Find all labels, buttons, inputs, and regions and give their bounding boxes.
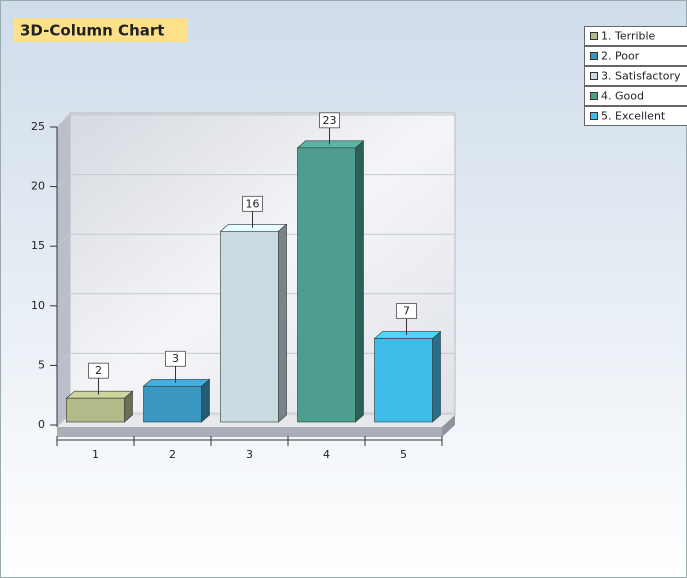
grid-line [56, 114, 71, 128]
bar-top [373, 331, 442, 339]
bar-front [374, 338, 433, 423]
bar-side [432, 330, 441, 423]
label-box [396, 303, 417, 319]
bar-side [278, 223, 287, 423]
floor-edge [57, 427, 442, 437]
legend-swatch [590, 52, 598, 60]
label-box [88, 362, 109, 379]
grid-line [56, 353, 71, 366]
label-box [165, 350, 186, 367]
data-label: 2 [95, 364, 102, 377]
y-tick-label: 0 [38, 418, 45, 431]
label-box [319, 112, 340, 129]
legend-item [584, 66, 687, 86]
legend-swatch [590, 112, 598, 120]
bar-top [296, 140, 365, 149]
grid-line [56, 293, 71, 307]
y-tick-label: 15 [31, 239, 45, 252]
bar-top [219, 223, 288, 232]
bar [65, 390, 134, 423]
x-tick-label: 5 [400, 448, 407, 461]
bar [373, 330, 442, 423]
y-tick-label: 10 [31, 299, 45, 312]
x-tick-label: 2 [169, 448, 176, 461]
bar-front [66, 397, 125, 423]
legend-label: 5. Excellent [601, 110, 666, 123]
bar [296, 140, 365, 423]
bar [142, 378, 211, 423]
y-tick-label: 20 [31, 180, 45, 193]
bar-side [355, 140, 364, 423]
legend-item [584, 86, 687, 106]
legend-item [584, 106, 687, 126]
y-tick-label: 25 [31, 120, 45, 133]
legend-swatch [590, 32, 598, 40]
side-wall [57, 113, 70, 427]
data-label: 3 [172, 352, 179, 365]
label-box [242, 195, 263, 212]
title-box [14, 18, 188, 42]
chart-title: 3D-Column Chart [20, 22, 164, 40]
data-label: 16 [246, 197, 260, 210]
bar-front [143, 385, 202, 423]
legend-label: 4. Good [601, 90, 644, 103]
bar-top [65, 390, 134, 399]
y-tick-label: 5 [38, 358, 45, 371]
floor-side [442, 415, 455, 437]
x-tick-label: 1 [92, 448, 99, 461]
legend-swatch [590, 92, 598, 100]
legend-item [584, 46, 687, 66]
bar-front [220, 230, 279, 423]
legend-label: 1. Terrible [601, 30, 656, 43]
grid-line [56, 174, 71, 187]
legend-item [584, 26, 687, 46]
legend-swatch [590, 72, 598, 80]
legend-label: 2. Poor [601, 50, 640, 63]
bar-front [297, 147, 356, 423]
x-tick-label: 3 [246, 448, 253, 461]
x-tick-label: 4 [323, 448, 330, 461]
bar-top [142, 378, 211, 387]
bar-side [201, 378, 210, 423]
legend-label: 3. Satisfactory [601, 70, 681, 83]
data-label: 23 [323, 114, 337, 127]
bar [219, 223, 288, 423]
data-label: 7 [403, 305, 410, 318]
grid-line [56, 233, 71, 247]
